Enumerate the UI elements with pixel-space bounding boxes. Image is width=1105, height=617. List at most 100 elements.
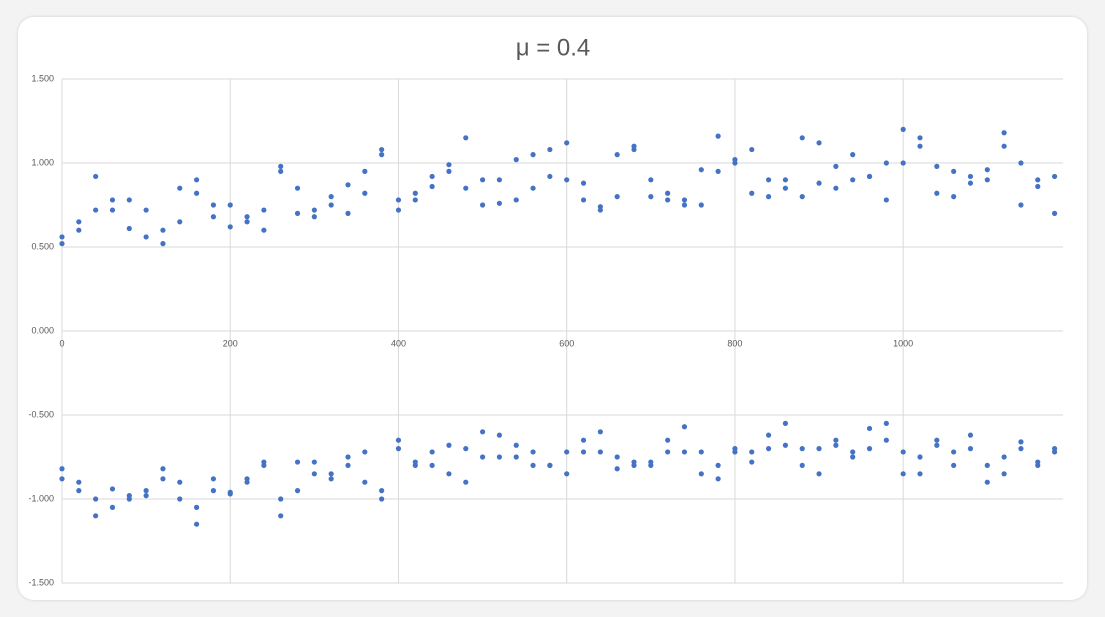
y-tick-label: 0.500 [31,241,54,251]
point [1018,160,1024,166]
point [1051,173,1058,180]
point [984,167,990,173]
point [782,442,789,448]
point [900,449,906,455]
point [1001,143,1007,149]
point [379,496,385,502]
point [1035,183,1041,190]
point [530,449,536,455]
point [951,462,957,468]
point [345,462,351,468]
point [1035,177,1041,183]
point [934,437,940,443]
point [530,462,536,468]
x-tick-label: 0 [59,338,64,348]
point [900,126,906,132]
point [210,202,217,208]
point [463,479,469,485]
point [614,466,620,472]
point [412,462,418,468]
point [866,425,873,432]
point [765,177,772,183]
point [648,459,654,465]
point [614,454,620,460]
point [109,207,116,213]
point [967,432,974,438]
point [177,219,183,225]
chart-card [18,17,1087,600]
x-tick-label: 400 [391,338,406,348]
point [59,476,65,482]
point [580,449,587,455]
point [446,162,452,168]
point [597,429,603,435]
x-tick-label: 600 [559,338,574,348]
point [143,488,149,494]
point [967,180,974,186]
point [648,177,654,183]
point [850,454,856,460]
point [463,446,469,452]
point [395,197,402,203]
point [412,190,418,196]
point [1018,446,1024,452]
point [917,471,923,477]
point [833,163,839,169]
point [782,185,789,191]
point [160,227,166,233]
point [900,471,906,477]
point [732,157,738,163]
point [345,454,351,460]
point [311,471,317,477]
point [278,513,284,519]
point [816,471,822,477]
point [681,449,688,455]
point [479,454,486,460]
point [799,194,805,200]
point [765,194,772,200]
point [631,462,637,468]
point [799,462,805,468]
point [715,462,721,468]
point [698,167,704,173]
point [580,437,587,443]
point [193,177,200,183]
point [715,133,721,139]
point [866,446,873,452]
point [463,185,469,191]
point [210,476,217,482]
point [261,207,267,213]
point [799,446,805,452]
point [749,190,755,196]
point [59,241,65,247]
point [934,163,940,169]
point [244,214,250,220]
point [379,488,385,494]
point [261,227,267,233]
point [648,194,654,200]
point [328,202,334,208]
point [564,177,570,183]
point [513,197,519,203]
point [782,420,789,426]
point [126,197,132,203]
point [362,168,368,174]
point [177,185,183,191]
point [160,466,166,472]
point [93,207,99,213]
point [227,224,233,230]
point [328,476,334,482]
point [816,140,822,146]
point [749,449,755,455]
point [866,173,873,180]
point [1051,210,1058,216]
point [93,513,99,519]
point [160,476,166,482]
point [76,479,82,485]
point [294,459,301,465]
point [76,488,82,494]
point [446,471,452,477]
point [513,454,519,460]
point [984,462,990,468]
point [311,459,317,465]
